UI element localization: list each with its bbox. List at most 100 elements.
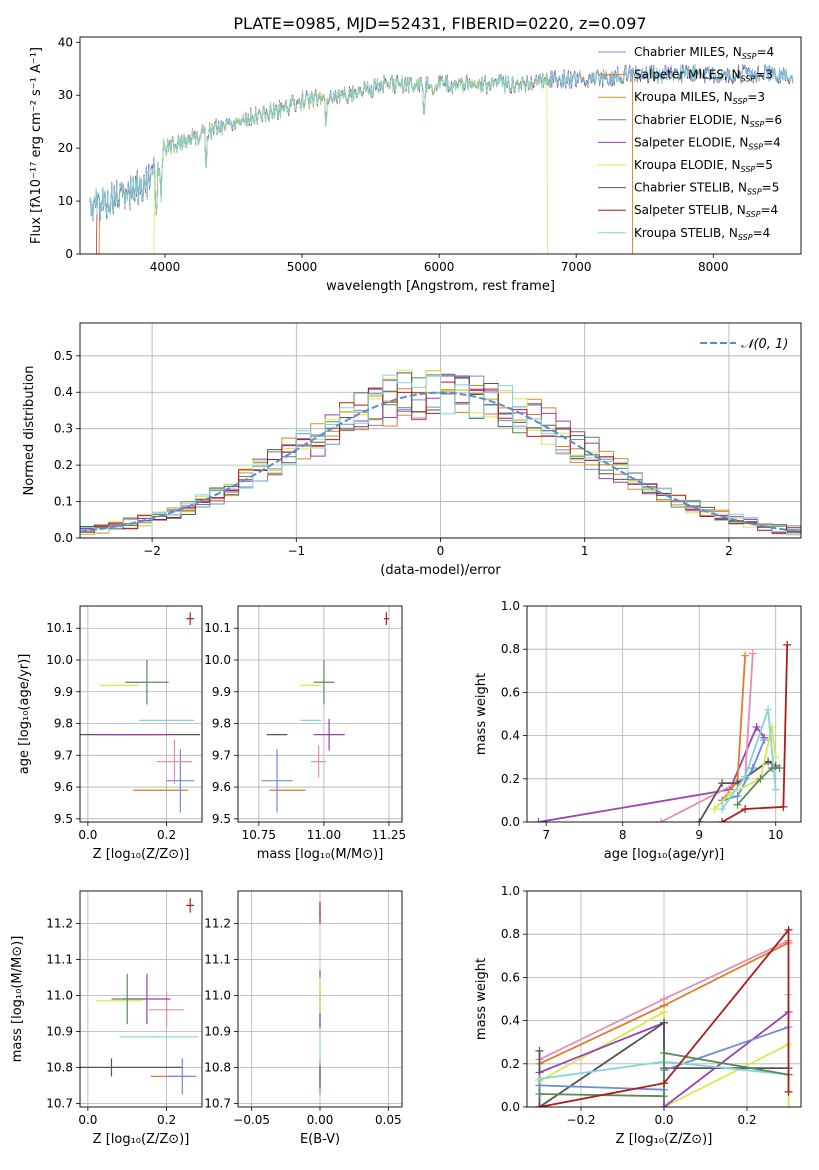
y-tick-label: 10.7 <box>46 1096 73 1110</box>
weight-marker <box>764 705 773 714</box>
y-tick-label: 0 <box>65 247 73 261</box>
y-tick-label: 9.6 <box>54 780 73 794</box>
y-tick-label: 10.7 <box>204 1096 231 1110</box>
spectrum-line-salpeter_miles <box>98 64 633 254</box>
panel-weight-vs-z: −0.2 0.0 0.2 0.0 0.2 0.4 0.6 0.8 1.0 Z [log₁₀(Z/Z… <box>474 884 802 1147</box>
weight-marker <box>733 792 742 801</box>
y-tick-label: 9.7 <box>54 748 73 762</box>
y-tick-label: 10.0 <box>204 653 231 667</box>
weight-marker <box>784 925 793 934</box>
x-tick-label: 0.2 <box>157 828 176 842</box>
axes-frame <box>79 605 203 823</box>
y-tick-label: 0.0 <box>501 815 520 829</box>
y-axis-label: mass [log₁₀(M/M⊙)] <box>10 936 25 1063</box>
data-point <box>165 1009 168 1011</box>
x-tick-label: 7 <box>542 828 550 842</box>
weight-marker <box>656 818 665 822</box>
y-axis-label: age [log₁₀(age/yr)] <box>17 654 32 775</box>
axes-frame <box>237 605 403 823</box>
legend-entry: Kroupa STELIB, NSSP=4 <box>634 226 770 242</box>
axes-frame <box>79 890 203 1108</box>
weight-marker <box>752 722 761 731</box>
weight-marker <box>741 651 750 660</box>
data-point <box>146 998 148 1000</box>
y-tick-label: 11.0 <box>204 988 231 1002</box>
panel-age-vs-mass: 10.75 11.00 11.25 9.5 9.6 9.7 9.8 9.9 10.0 10.1 ma… <box>204 605 406 862</box>
plot-area-mass-vs-ebv <box>319 901 321 1095</box>
data-point <box>132 733 134 736</box>
y-tick-label: 30 <box>58 88 73 102</box>
spectrum-line-kroupa_elodie <box>153 74 548 254</box>
plot-area-weight-vs-age <box>534 640 792 822</box>
data-point <box>328 733 330 736</box>
spectrum-line-kroupa_miles <box>98 64 633 254</box>
x-tick-label: 5000 <box>287 260 318 274</box>
y-tick-label: 0.6 <box>501 970 520 984</box>
weight-line-pink <box>660 653 754 822</box>
x-tick-label: 0.00 <box>307 1113 334 1127</box>
y-tick-label: 11.1 <box>46 952 73 966</box>
weight-marker <box>783 640 792 649</box>
weight-marker <box>741 772 750 781</box>
weight-line-salpeter_elodie <box>538 725 766 822</box>
x-tick-label: 7000 <box>561 260 592 274</box>
weight-marker <box>741 805 750 814</box>
weight-marker <box>535 1046 544 1055</box>
weight-marker <box>718 779 727 788</box>
x-tick-label: 0.2 <box>737 1113 756 1127</box>
y-tick-label: 0.2 <box>54 458 73 472</box>
axes-frame <box>526 890 802 1108</box>
x-axis-label: mass [log₁₀(M/M⊙)] <box>257 847 384 862</box>
legend-entry: Salpeter STELIB, NSSP=4 <box>634 203 778 219</box>
panel-residuals: −2 −1 0 1 2 0.0 0.1 0.2 0.3 0.4 0.5 (data-model)/er… <box>22 322 802 578</box>
normal-curve <box>80 391 799 533</box>
panel-age-vs-z: 0.0 0.2 9.5 9.6 9.7 9.8 9.9 10.0 10.1 Z [log₁₀(Z/… <box>17 605 203 862</box>
y-tick-label: 11.1 <box>204 952 231 966</box>
weight-marker <box>535 1074 544 1083</box>
plot-area-spectrum <box>89 62 794 254</box>
y-axis-label: mass weight <box>474 958 489 1040</box>
panel-weight-vs-age: 7 8 9 10 0.0 0.2 0.4 0.6 0.8 1.0 age [log₁₀(age/yr… <box>474 599 802 862</box>
y-tick-label: 0.2 <box>501 772 520 786</box>
legend-entry: Kroupa MILES, NSSP=3 <box>634 90 765 106</box>
data-point <box>319 1036 321 1038</box>
legend-entry: Chabrier STELIB, NSSP=5 <box>634 181 779 197</box>
y-tick-label: 10.9 <box>204 1024 231 1038</box>
x-tick-label: 10.75 <box>242 828 276 842</box>
x-axis-label: wavelength [Angstrom, rest frame] <box>326 279 555 294</box>
legend-entry: Chabrier ELODIE, NSSP=6 <box>634 113 782 129</box>
x-tick-label: 0.0 <box>78 1113 97 1127</box>
y-tick-label: 10.8 <box>204 1060 231 1074</box>
data-point <box>276 733 278 736</box>
y-tick-label: 9.6 <box>212 780 231 794</box>
weight-marker <box>767 764 776 772</box>
data-point <box>146 681 148 684</box>
weight-marker <box>748 649 757 658</box>
x-tick-label: 0.0 <box>78 828 97 842</box>
spectrum-line-kroupa_stelib <box>89 62 794 220</box>
legend: Chabrier MILES, NSSP=4 Salpeter MILES, NS… <box>598 45 782 242</box>
y-tick-label: 10.9 <box>46 1024 73 1038</box>
x-tick-label: 11.25 <box>372 828 406 842</box>
x-tick-label: 0.2 <box>157 1113 176 1127</box>
weight-marker <box>695 818 704 822</box>
legend-entry: Salpeter MILES, NSSP=3 <box>634 68 773 84</box>
y-tick-label: 10 <box>58 194 73 208</box>
plot-area-age-vs-z <box>80 612 201 813</box>
data-point <box>173 760 176 763</box>
data-point <box>319 1072 321 1074</box>
x-tick-label: 0.05 <box>375 1113 402 1127</box>
weight-marker <box>535 1103 544 1107</box>
y-tick-label: 0.6 <box>501 685 520 699</box>
x-tick-label: 6000 <box>424 260 455 274</box>
y-tick-label: 0.0 <box>501 1100 520 1114</box>
data-point <box>276 779 278 782</box>
data-point <box>126 998 129 1000</box>
y-tick-label: 9.9 <box>212 685 231 699</box>
axes-frame <box>79 322 802 539</box>
data-point <box>179 779 182 782</box>
weight-marker <box>764 757 773 766</box>
y-axis-label: Flux [fλ10⁻¹⁷ erg cm⁻² s⁻¹ A⁻¹] <box>29 47 44 244</box>
x-tick-label: 9 <box>695 828 703 842</box>
